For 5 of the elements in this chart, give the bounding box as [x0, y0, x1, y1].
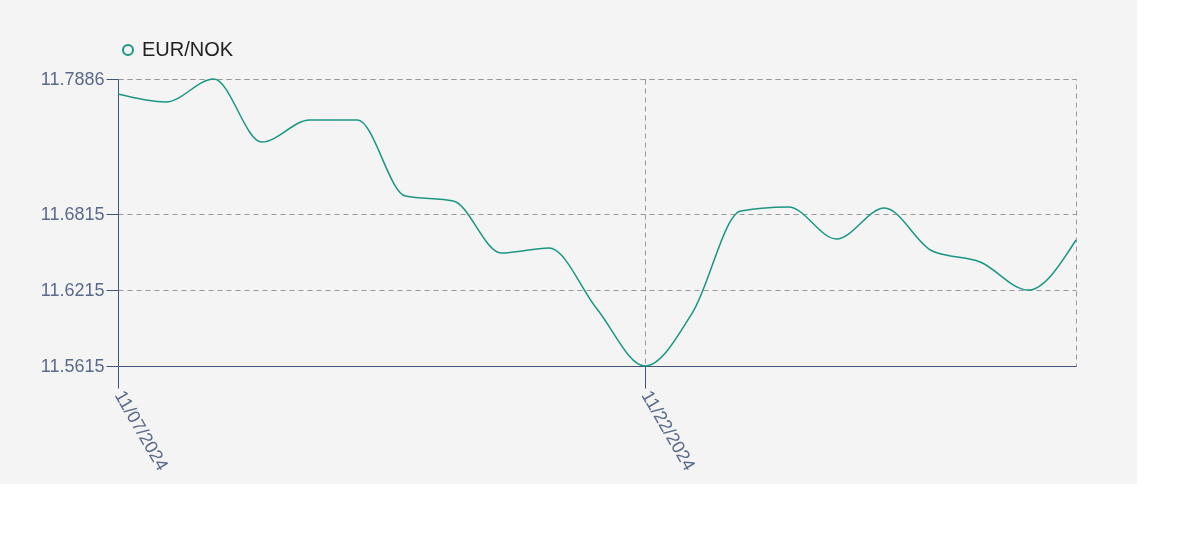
legend-label: EUR/NOK	[142, 38, 234, 60]
y-tick-label: 11.5615	[40, 355, 105, 376]
y-tick-label: 11.6815	[40, 203, 105, 224]
y-tick-label: 11.6215	[40, 279, 105, 300]
y-tick-label: 11.7886	[40, 68, 105, 89]
